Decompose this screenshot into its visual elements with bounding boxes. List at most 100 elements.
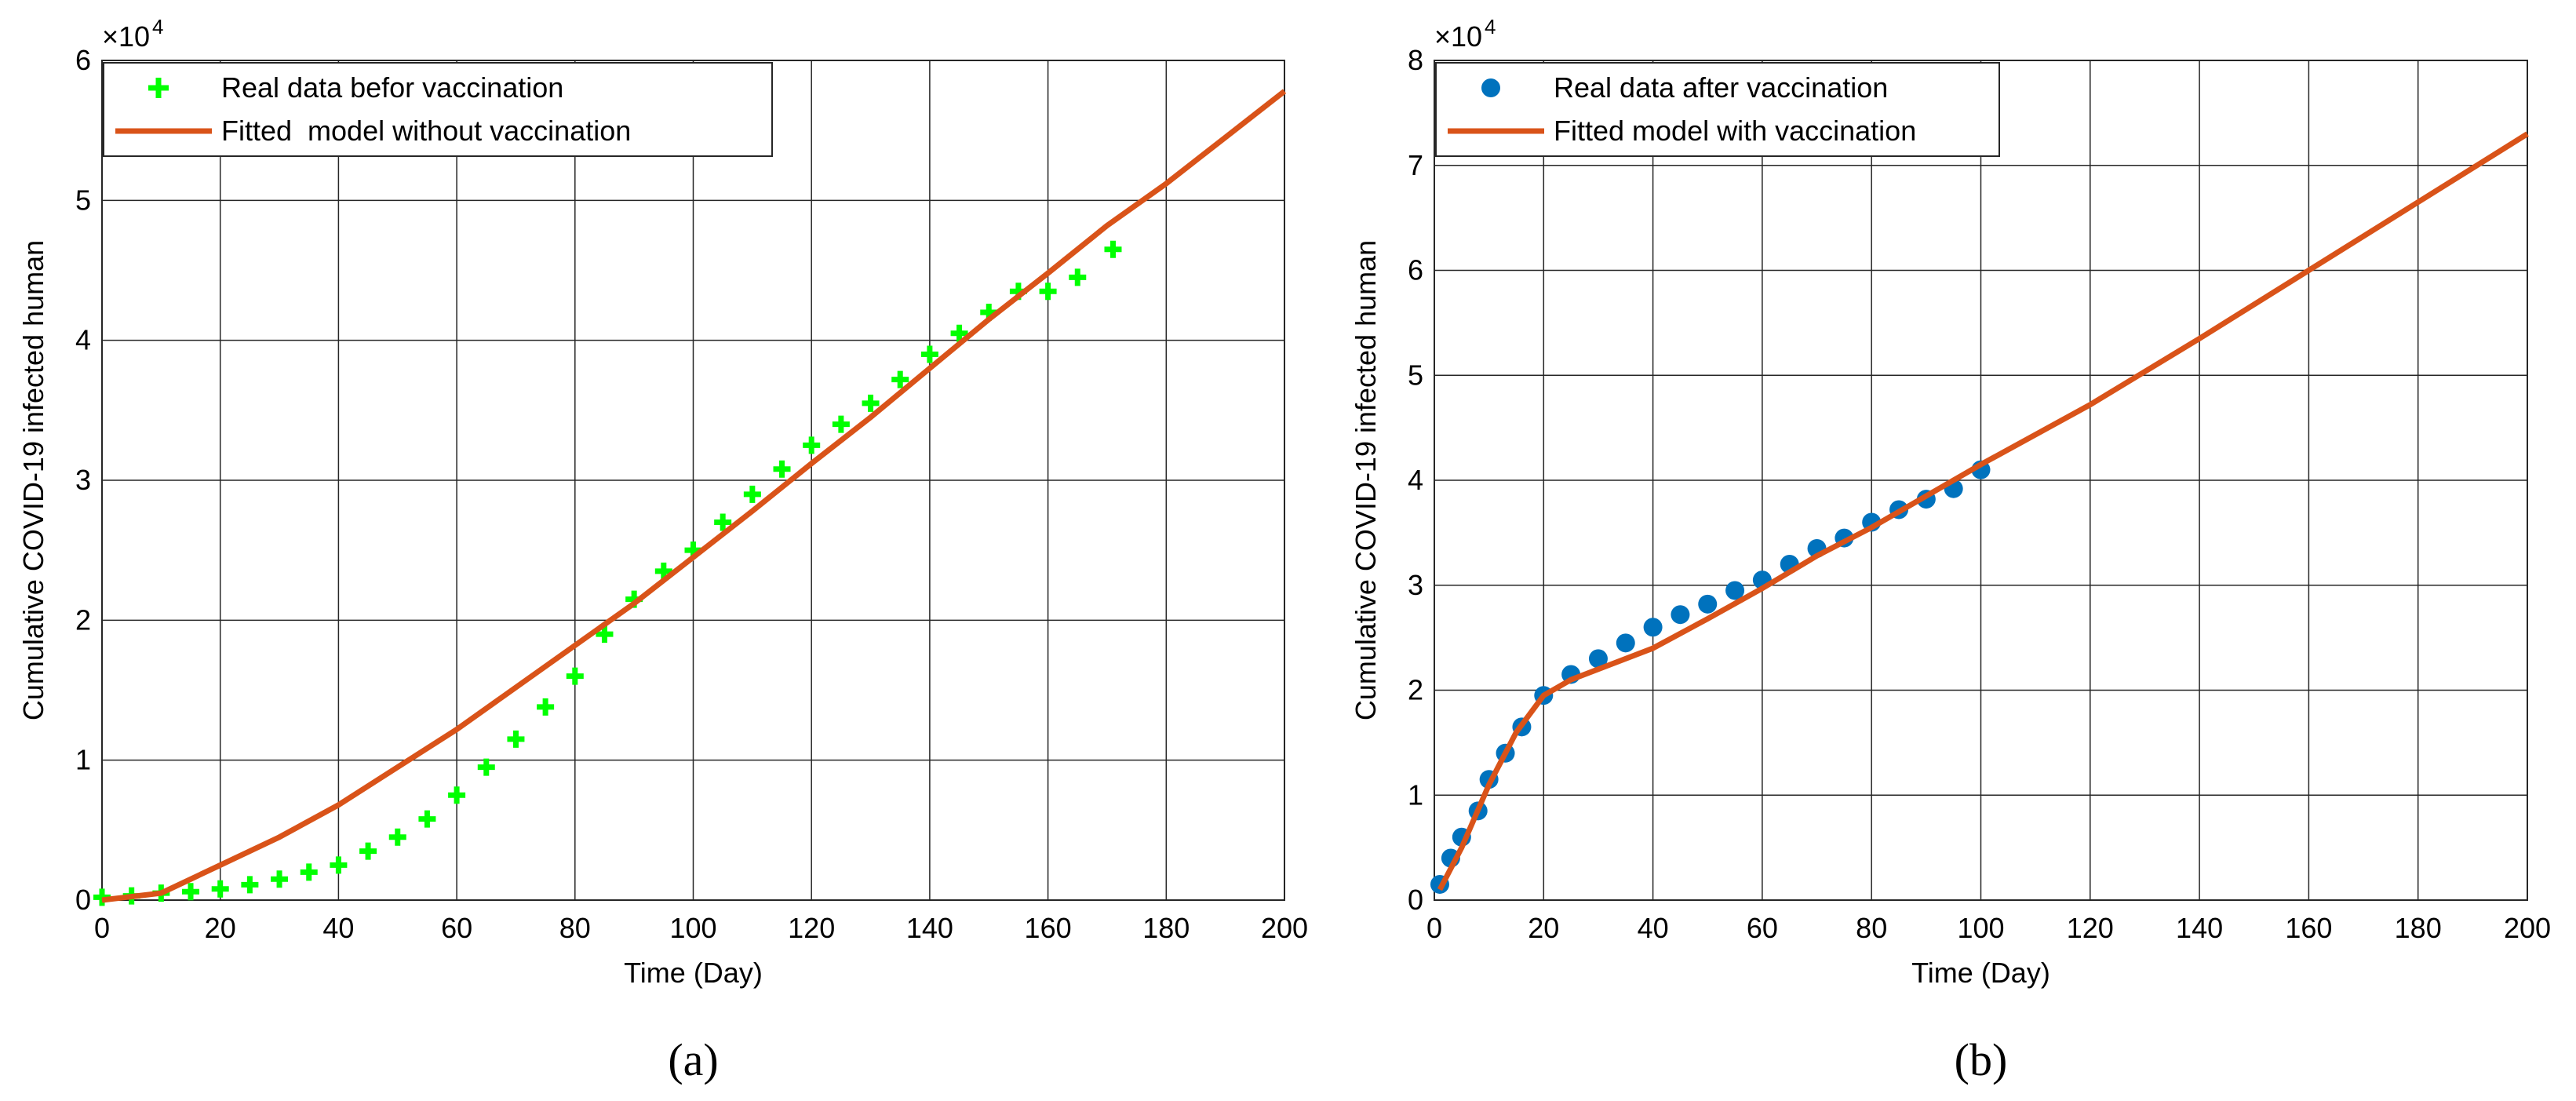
legend: Real data befor vaccination Fitted model … [103,62,773,157]
y-tick-label: 2 [75,603,91,636]
x-tick-label: 40 [322,912,354,944]
x-tick-label: 160 [2285,912,2332,944]
marker [537,698,555,716]
marker [832,415,850,433]
marker [1588,649,1608,669]
marker [950,324,968,342]
plot-border [1434,60,2528,901]
marker [566,667,584,685]
marker [359,842,377,860]
marker [182,883,200,901]
y-tick-label: 0 [75,884,91,916]
x-tick-label: 20 [205,912,236,944]
y-tick-label: 6 [75,44,91,76]
x-tick-label: 60 [441,912,472,944]
x-tick-label: 120 [2067,912,2114,944]
x-tick-label: 40 [1638,912,1669,944]
marker [507,730,525,748]
y-axis-label: Cumulative COVID-19 infected human [1350,240,1382,720]
y-tick-label: 3 [1408,569,1423,601]
x-tick-label: 60 [1747,912,1778,944]
y-multiplier-exponent: 4 [1485,15,1496,38]
marker [241,876,259,894]
marker [1698,594,1718,614]
x-tick-label: 100 [1957,912,2004,944]
x-axis-label: Time (Day) [1911,957,2050,989]
plot-clip [93,89,1287,906]
x-tick-label: 20 [1528,912,1559,944]
x-tick-label: 80 [1856,912,1887,944]
x-tick-label: 140 [2176,912,2223,944]
legend-swatch [1481,78,1500,97]
line [1437,131,2529,891]
y-tick-label: 1 [75,744,91,776]
marker [920,345,938,363]
x-tick-label: 120 [788,912,835,944]
y-tick-label: 5 [75,184,91,216]
legend: Real data after vaccination Fitted model … [1435,62,2000,157]
y-tick-label: 8 [1408,44,1423,76]
x-axis-label: Time (Day) [624,957,763,989]
y-tick-label: 7 [1408,149,1423,181]
y-axis-label: Cumulative COVID-19 infected human [17,240,49,720]
legend-box [103,62,773,157]
y-multiplier-exponent: 4 [152,15,163,38]
x-tick-label: 180 [1142,912,1190,944]
marker [1643,618,1663,637]
legend-box [1435,62,2000,157]
marker [271,870,289,888]
x-tick-label: 200 [1261,912,1308,944]
marker [300,863,318,881]
line [101,89,1287,903]
y-tick-label: 0 [1408,884,1423,916]
marker [1671,605,1690,625]
marker [803,436,821,454]
y-tick-label: 4 [1408,464,1423,496]
plot-clip [1430,131,2529,894]
marker [1725,581,1745,600]
caption: (a) [668,1034,718,1085]
x-tick-label: 80 [559,912,591,944]
x-tick-label: 0 [94,912,110,944]
legend-label: Fitted model without vaccination [221,115,631,147]
x-tick-label: 0 [1426,912,1442,944]
x-tick-label: 100 [669,912,716,944]
marker [596,625,614,643]
marker [891,370,909,388]
marker [211,880,229,898]
x-tick-label: 140 [906,912,953,944]
marker [418,810,436,828]
caption: (b) [1955,1034,2008,1085]
y-multiplier: ×10 [102,20,150,53]
marker [1039,283,1057,301]
marker [1069,268,1087,286]
marker [477,758,495,776]
legend-swatch [148,78,169,98]
x-tick-label: 180 [2395,912,2442,944]
x-tick-label: 160 [1025,912,1072,944]
marker [1104,240,1122,258]
marker [388,828,406,846]
marker [773,460,791,478]
plot-border [101,60,1285,901]
x-tick-label: 200 [2504,912,2551,944]
y-tick-label: 6 [1408,254,1423,286]
y-tick-label: 2 [1408,674,1423,706]
marker [714,513,732,531]
y-tick-label: 1 [1408,778,1423,811]
y-tick-label: 4 [75,324,91,356]
marker [862,394,880,412]
marker [448,786,466,804]
marker [743,485,761,503]
legend-label: Fitted model with vaccination [1554,115,1916,147]
legend-label: Real data after vaccination [1554,71,1888,104]
marker [330,856,348,874]
y-tick-label: 5 [1408,359,1423,391]
y-tick-label: 3 [75,464,91,496]
y-multiplier: ×10 [1434,20,1482,53]
marker [1616,633,1635,653]
legend-label: Real data befor vaccination [221,71,563,104]
